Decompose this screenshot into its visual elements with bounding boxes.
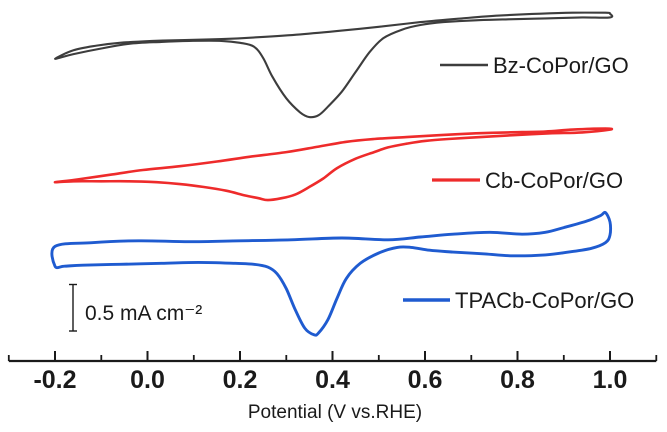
legend-label-cb-copor-go: Cb-CoPor/GO: [485, 168, 623, 193]
curve-bz-copor-go: [53, 11, 614, 119]
scale-bar: 0.5 mA cm⁻²: [69, 283, 202, 332]
x-tick-label: 0.8: [500, 366, 535, 394]
x-axis-title: Potential (V vs.RHE): [248, 402, 422, 423]
curve-tpacb-copor-go: [50, 210, 613, 337]
legend-label-bz-copor-go: Bz-CoPor/GO: [493, 53, 629, 78]
legend-bz-copor-go: Bz-CoPor/GO: [440, 53, 629, 78]
curve-cb-copor-go: [53, 127, 614, 202]
x-tick-label: 0.2: [223, 366, 258, 394]
x-tick-label: 0.4: [315, 366, 350, 394]
legend-tpacb-copor-go: TPACb-CoPor/GO: [403, 288, 634, 313]
scale-bar-label: 0.5 mA cm⁻²: [85, 302, 202, 325]
legend-label-tpacb-copor-go: TPACb-CoPor/GO: [455, 288, 634, 313]
x-tick-label: 0.0: [130, 366, 165, 394]
x-tick-label: 1.0: [593, 366, 628, 394]
x-tick-label: 0.6: [408, 366, 443, 394]
legend-cb-copor-go: Cb-CoPor/GO: [432, 168, 623, 193]
x-axis: -0.2 0.0 0.2 0.4 0.6 0.8 1.0: [7, 351, 658, 394]
x-tick-label: -0.2: [33, 366, 76, 394]
